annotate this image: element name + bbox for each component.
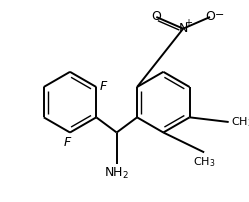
Text: CH$_3$: CH$_3$: [231, 115, 249, 129]
Text: CH$_3$: CH$_3$: [193, 155, 215, 169]
Text: N: N: [179, 22, 188, 35]
Text: O: O: [205, 11, 215, 23]
Text: F: F: [100, 81, 107, 94]
Text: +: +: [184, 18, 192, 28]
Text: −: −: [215, 10, 224, 20]
Text: O: O: [151, 11, 161, 23]
Text: F: F: [64, 136, 71, 149]
Text: NH$_2$: NH$_2$: [104, 166, 129, 181]
